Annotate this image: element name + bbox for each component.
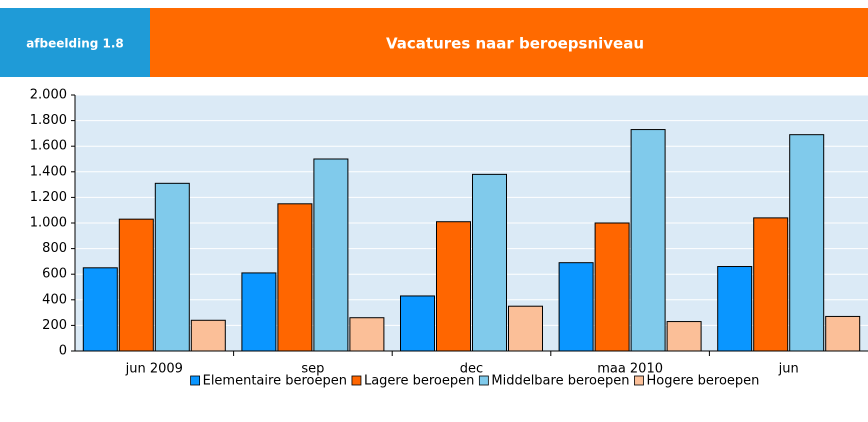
bar bbox=[789, 134, 825, 352]
chart-title: Vacatures naar beroepsniveau bbox=[386, 35, 644, 53]
bar bbox=[241, 272, 277, 352]
bar bbox=[558, 262, 594, 352]
y-tick-label: 200 bbox=[42, 318, 67, 333]
legend-swatch bbox=[478, 375, 489, 386]
bar bbox=[594, 222, 630, 352]
y-tick-label: 1.600 bbox=[30, 139, 67, 154]
bar bbox=[717, 266, 753, 352]
bar bbox=[436, 221, 471, 352]
header-title-box bbox=[150, 8, 868, 77]
bar bbox=[118, 218, 154, 352]
bar bbox=[190, 319, 226, 352]
legend-label: Hogere beroepen bbox=[646, 374, 759, 389]
legend-swatch bbox=[634, 375, 644, 386]
bar bbox=[400, 295, 435, 352]
bar bbox=[277, 203, 313, 352]
y-tick-label: 0 bbox=[59, 344, 67, 359]
bar bbox=[472, 173, 507, 352]
x-tick-label: jun 2009 bbox=[125, 362, 183, 377]
legend-label: Middelbare beroepen bbox=[491, 374, 629, 389]
legend-swatch bbox=[351, 375, 362, 386]
bar bbox=[666, 321, 702, 352]
y-tick-label: 1.800 bbox=[30, 113, 67, 128]
bar bbox=[82, 267, 118, 352]
bar bbox=[753, 217, 789, 352]
y-tick-label: 2.000 bbox=[30, 88, 67, 103]
bar bbox=[313, 158, 349, 352]
legend-label: Elementaire beroepen bbox=[203, 374, 347, 389]
y-tick-label: 600 bbox=[42, 267, 67, 282]
legend-swatch bbox=[190, 375, 201, 386]
y-tick-label: 1.000 bbox=[30, 216, 67, 231]
bar bbox=[630, 129, 666, 352]
x-tick-label: dec bbox=[460, 362, 483, 377]
header-label-box bbox=[0, 8, 150, 77]
legend-label: Lagere beroepen bbox=[364, 374, 474, 389]
x-tick-label: sep bbox=[301, 362, 324, 377]
y-tick-label: 400 bbox=[42, 292, 67, 307]
bar bbox=[508, 305, 543, 352]
bar bbox=[349, 317, 385, 352]
y-tick-label: 800 bbox=[42, 241, 67, 256]
bar bbox=[825, 315, 861, 352]
x-tick-label: maa 2010 bbox=[597, 362, 663, 377]
y-tick-label: 1.200 bbox=[30, 190, 67, 205]
x-tick-label: jun bbox=[778, 362, 799, 377]
y-tick-label: 1.400 bbox=[30, 164, 67, 179]
header-label: afbeelding 1.8 bbox=[26, 37, 124, 51]
bar bbox=[154, 182, 190, 352]
